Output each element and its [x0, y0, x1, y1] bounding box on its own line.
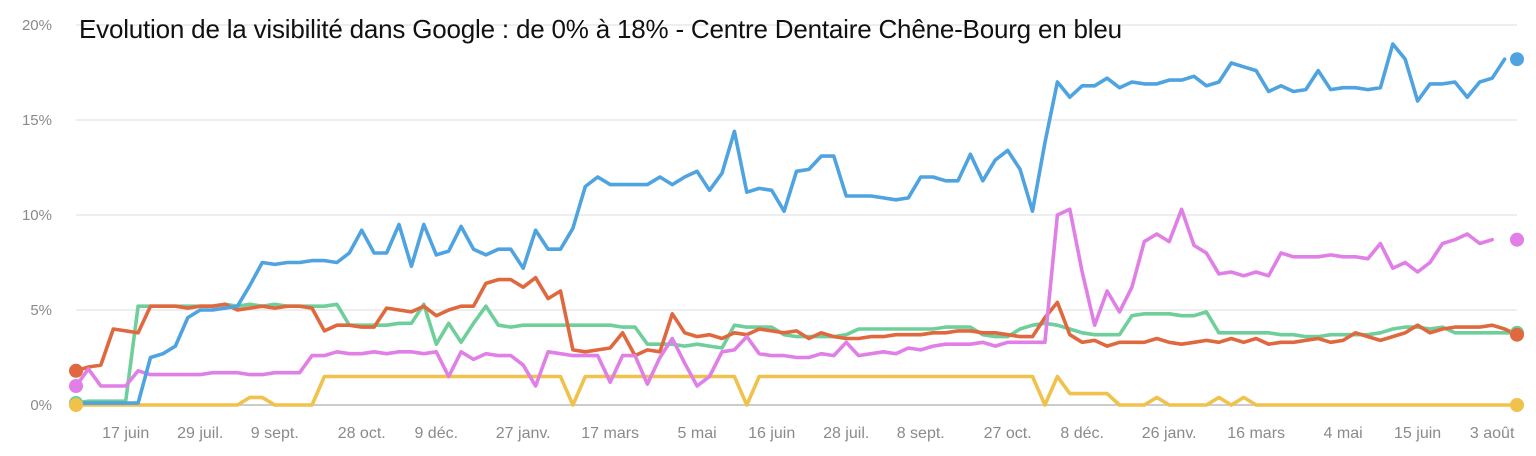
x-tick-label: 27 oct.: [984, 425, 1032, 442]
y-tick-label: 5%: [30, 302, 52, 319]
x-tick-label: 9 sept.: [251, 425, 299, 442]
x-tick-label: 17 mars: [581, 425, 639, 442]
x-tick-label: 8 sept.: [897, 425, 945, 442]
x-tick-label: 16 mars: [1227, 425, 1285, 442]
x-tick-label: 3 août: [1470, 425, 1515, 442]
x-tick-label: 28 juil.: [823, 425, 869, 442]
x-tick-label: 27 janv.: [496, 425, 551, 442]
x-tick-label: 9 déc.: [414, 425, 458, 442]
y-axis-ticks: 0% 5% 10% 15% 20%: [22, 17, 52, 414]
y-tick-label: 20%: [22, 17, 52, 34]
gridlines: [76, 24, 1517, 406]
series-start-marker-3: [69, 363, 83, 378]
x-tick-label: 15 juin: [1394, 425, 1441, 442]
series-line-2: [74, 302, 1519, 405]
series-start-marker-4: [69, 398, 83, 412]
series-start-marker-1: [69, 379, 83, 393]
x-tick-label: 4 mai: [1324, 425, 1363, 442]
y-tick-label: 15%: [22, 112, 52, 129]
series-line-3: [74, 275, 1519, 373]
x-tick-label: 26 janv.: [1142, 425, 1197, 442]
x-tick-label: 17 juin: [102, 425, 149, 442]
y-tick-label: 10%: [22, 207, 52, 224]
x-tick-label: 29 juil.: [177, 425, 223, 442]
series-end-marker-0: [1510, 52, 1524, 67]
x-tick-label: 28 oct.: [338, 425, 386, 442]
series-line-4: [74, 374, 1519, 407]
series-end-marker-1: [1510, 232, 1524, 247]
series-line-0: [74, 42, 1507, 405]
series-lines: [74, 42, 1519, 407]
series-end-marker-4: [1510, 398, 1524, 412]
series-end-marker-3: [1510, 327, 1524, 342]
x-axis-ticks: 17 juin 29 juil. 9 sept. 28 oct. 9 déc. 27 ja…: [102, 425, 1515, 442]
series-end-markers: [69, 52, 1524, 412]
x-tick-label: 16 juin: [748, 425, 795, 442]
x-tick-label: 5 mai: [678, 425, 717, 442]
chart-title: Evolution de la visibilité dans Google :…: [79, 14, 1122, 44]
x-tick-label: 8 déc.: [1060, 425, 1104, 442]
series-line-1: [74, 207, 1494, 388]
y-tick-label: 0%: [30, 397, 52, 414]
